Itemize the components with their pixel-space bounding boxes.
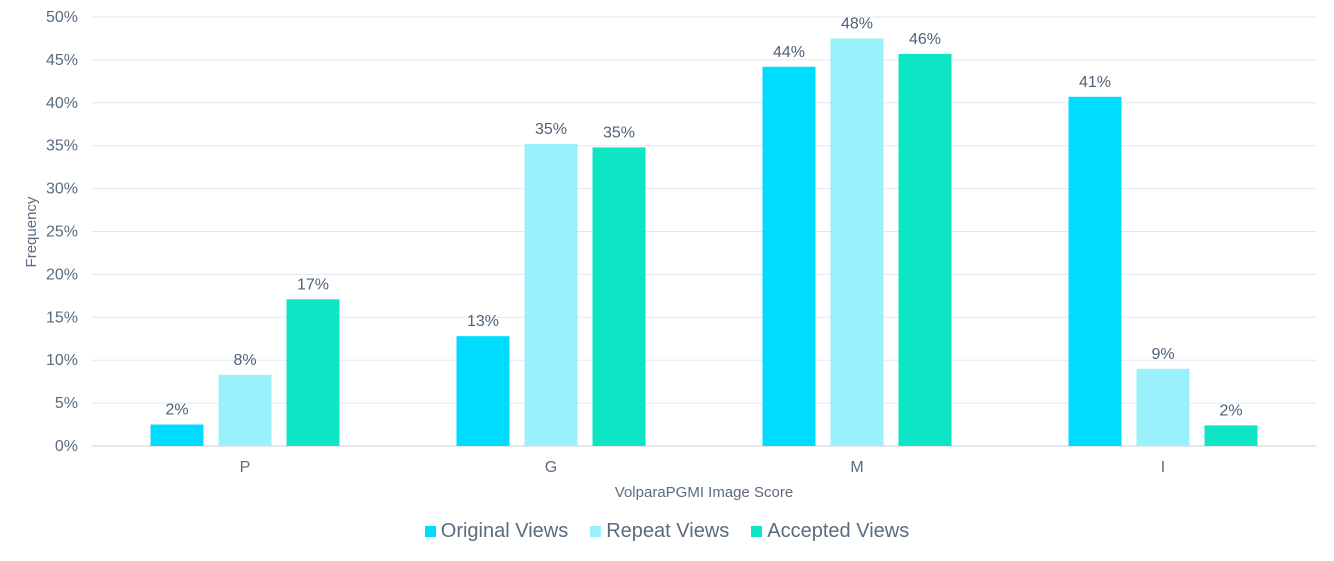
bar-p-original-views — [150, 424, 204, 446]
data-label: 8% — [233, 352, 256, 369]
bar-i-accepted-views — [1204, 425, 1258, 446]
bar-m-accepted-views — [898, 53, 952, 446]
data-label: 2% — [165, 402, 188, 419]
legend-item: Accepted Views — [751, 520, 909, 543]
legend: Original Views Repeat Views Accepted Views — [0, 520, 1334, 543]
bar-chart: 0% 5% 10% 15% 20% 25% 30% 35% 40% 45% 50% 2% 8% 17% 1… — [23, 9, 1316, 501]
y-tick-label: 25% — [46, 224, 78, 241]
data-label: 41% — [1079, 74, 1111, 91]
legend-swatch — [590, 526, 602, 537]
y-tick-label: 5% — [55, 395, 78, 412]
data-label: 35% — [535, 121, 567, 138]
data-label: 44% — [773, 44, 805, 61]
y-tick-label: 15% — [46, 309, 78, 326]
y-tick-label: 10% — [46, 352, 78, 369]
data-label: 13% — [467, 313, 499, 330]
bar-p-repeat-views — [218, 374, 272, 446]
data-label: 46% — [909, 31, 941, 48]
data-label: 17% — [297, 276, 329, 293]
legend-item: Original Views — [424, 520, 569, 543]
y-tick-label: 50% — [46, 9, 78, 26]
bar-m-repeat-views — [830, 38, 884, 446]
y-axis-title: Frequency — [23, 196, 40, 267]
x-tick-label: P — [240, 459, 251, 476]
bar-m-original-views — [762, 66, 816, 446]
x-axis-title: VolparaPGMI Image Score — [615, 484, 793, 501]
x-tick-label: M — [850, 459, 863, 476]
data-label: 35% — [603, 124, 635, 141]
y-tick-label: 45% — [46, 52, 78, 69]
bar-g-accepted-views — [592, 147, 646, 446]
legend-label: Original Views — [440, 520, 569, 542]
data-label: 2% — [1219, 402, 1242, 419]
x-tick-label: I — [1161, 459, 1165, 476]
bar-i-original-views — [1068, 96, 1122, 446]
legend-swatch — [424, 526, 436, 537]
y-tick-label: 30% — [46, 181, 78, 198]
legend-swatch — [751, 526, 763, 537]
y-tick-label: 20% — [46, 266, 78, 283]
bar-g-original-views — [456, 336, 510, 446]
legend-label: Repeat Views — [606, 520, 730, 542]
bar-p-accepted-views — [286, 299, 340, 446]
data-labels: 2% 8% 17% 13% 35% 35% 44% 48% 46% 41% 9% 2% — [165, 15, 1242, 419]
y-tick-label: 40% — [46, 95, 78, 112]
bars — [150, 38, 1258, 446]
legend-item: Repeat Views — [590, 520, 729, 543]
bar-i-repeat-views — [1136, 368, 1190, 446]
bar-g-repeat-views — [524, 143, 578, 446]
y-tick-label: 0% — [55, 438, 78, 455]
data-label: 9% — [1151, 346, 1174, 363]
x-tick-label: G — [545, 459, 557, 476]
y-tick-label: 35% — [46, 138, 78, 155]
y-axis-ticks: 0% 5% 10% 15% 20% 25% 30% 35% 40% 45% 50% — [46, 9, 78, 455]
legend-label: Accepted Views — [767, 520, 910, 542]
gridlines — [92, 16, 1316, 447]
data-label: 48% — [841, 15, 873, 32]
